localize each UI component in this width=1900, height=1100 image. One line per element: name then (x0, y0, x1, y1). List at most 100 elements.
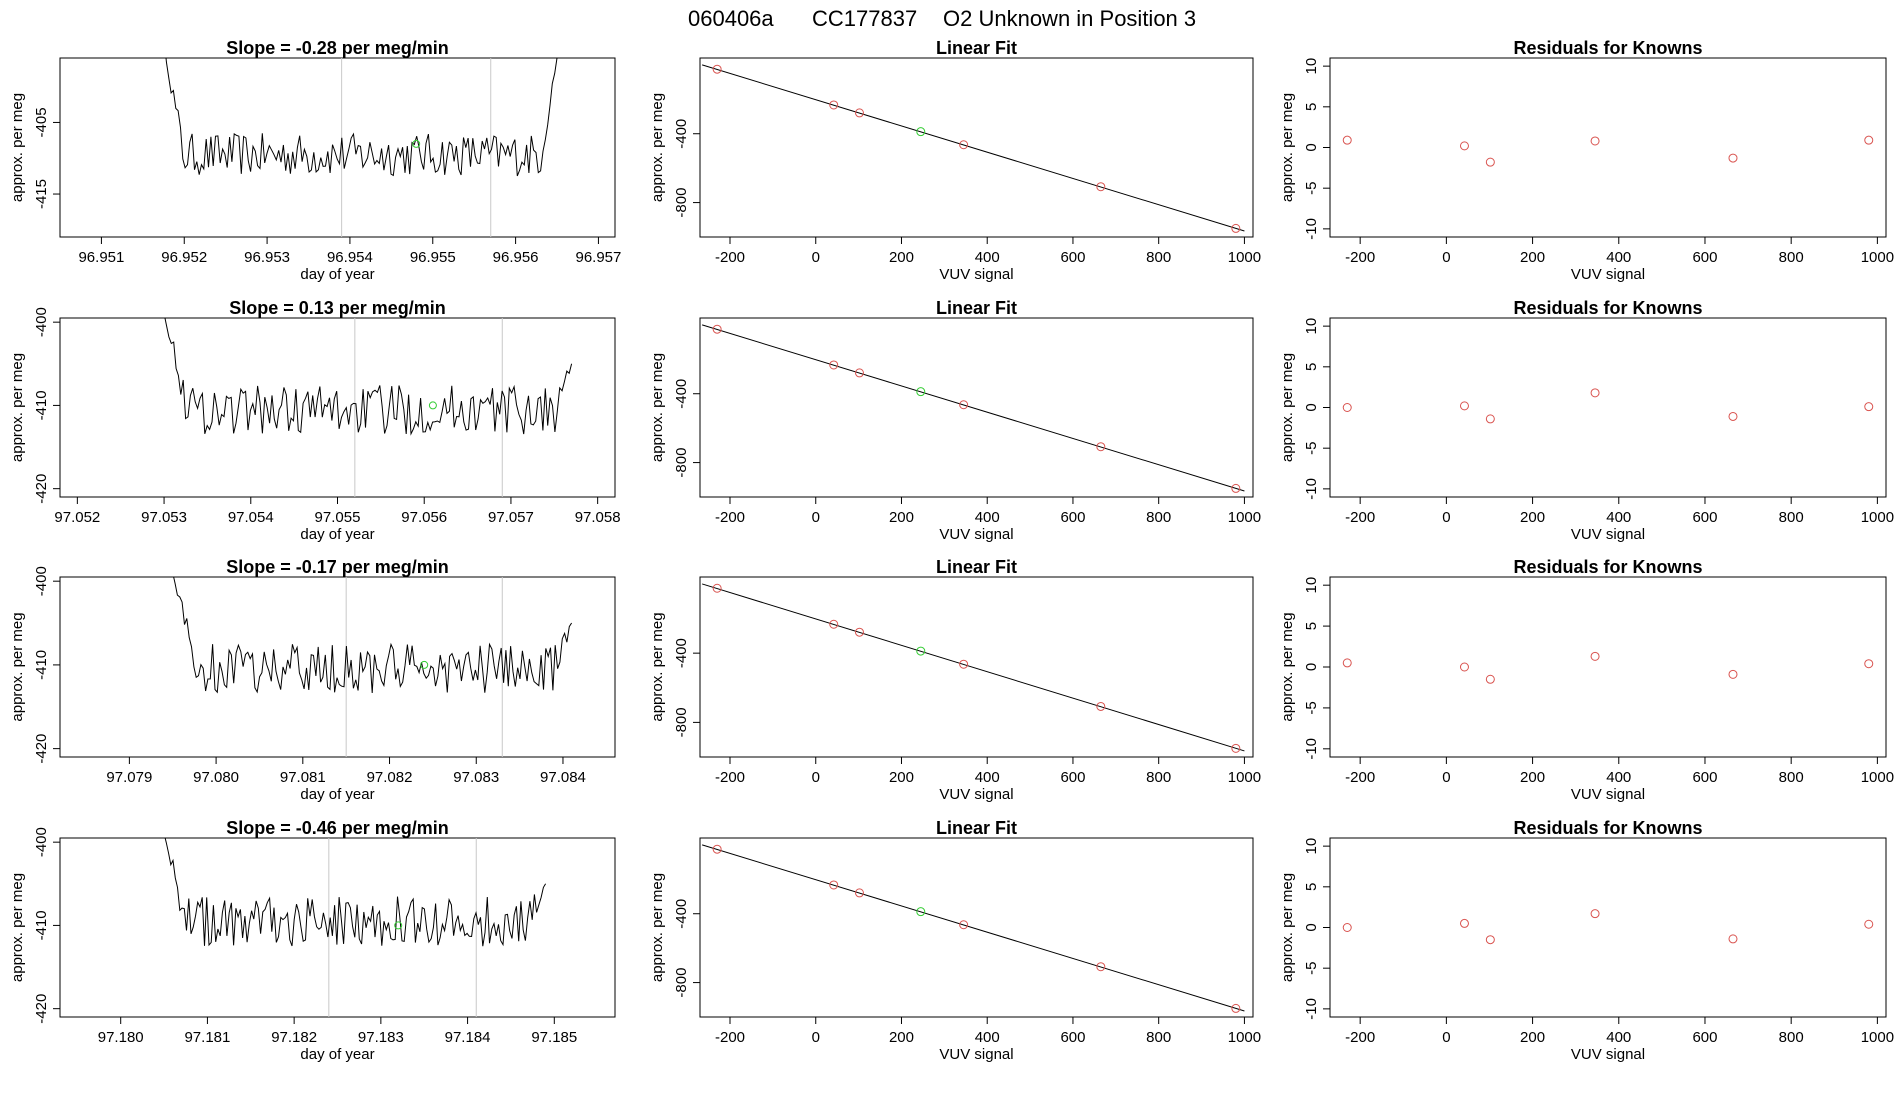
chart-panel-2: Slope = 0.13 per meg/min 97.052 97.053 97.0… (9, 298, 621, 543)
y-tick-label: 0 (1303, 663, 1320, 671)
x-tick-label: 800 (1779, 509, 1804, 526)
plot-frame (699, 576, 1254, 758)
x-tick-label: -200 (1345, 1029, 1375, 1046)
known-point (712, 844, 722, 854)
y-tick-label: -400 (33, 566, 50, 596)
x-tick-label: 97.054 (228, 509, 274, 526)
known-point (1485, 935, 1495, 945)
y-tick-label: 10 (1303, 577, 1320, 594)
x-tick-label: -200 (715, 509, 745, 526)
known-point (1231, 1003, 1241, 1013)
y-tick-label: -5 (1303, 962, 1320, 975)
y-axis-label: approx. per meg (649, 93, 666, 202)
known-point (1096, 962, 1106, 972)
x-tick-label: 97.183 (358, 1029, 404, 1046)
x-tick-label: 800 (1146, 769, 1171, 786)
plot-frame (59, 57, 616, 238)
x-axis-label: VUV signal (939, 266, 1013, 283)
x-tick-label: 400 (975, 1029, 1000, 1046)
x-tick-label: -200 (1345, 769, 1375, 786)
x-tick-label: 800 (1146, 509, 1171, 526)
x-tick-label: 97.083 (453, 769, 499, 786)
x-tick-label: 96.951 (78, 249, 124, 266)
x-tick-label: 200 (889, 1029, 914, 1046)
known-point (1342, 135, 1352, 145)
x-tick-label: 1000 (1228, 1029, 1261, 1046)
data-layer (1342, 909, 1874, 945)
chart-title: Slope = -0.17 per meg/min (226, 557, 449, 577)
x-tick-label: 800 (1779, 249, 1804, 266)
y-tick-label: 5 (1303, 363, 1320, 371)
y-tick-label: -10 (1303, 738, 1320, 760)
x-tick-label: 1000 (1228, 249, 1261, 266)
unknown-point (428, 401, 437, 410)
chart-panel-10: Residuals for Knowns-200 0 200 400 600 800 100… (1279, 298, 1894, 543)
x-tick-label: 97.057 (488, 509, 534, 526)
x-tick-label: 200 (889, 769, 914, 786)
unknown-point (916, 907, 926, 917)
chart-panel-9: Residuals for Knowns-200 0 200 400 600 800 100… (1279, 38, 1894, 283)
chart-panel-7: Linear Fit -200 0 200 400 600 800 1000 VUV signa… (649, 557, 1261, 803)
x-tick-label: 97.056 (401, 509, 447, 526)
x-tick-label: 800 (1146, 1029, 1171, 1046)
x-tick-label: 200 (1520, 509, 1545, 526)
y-tick-label: -10 (1303, 218, 1320, 240)
known-point (1459, 662, 1469, 672)
known-point (1590, 388, 1600, 398)
x-tick-label: 97.184 (445, 1029, 491, 1046)
data-layer (701, 324, 1245, 493)
y-axis-label: approx. per meg (9, 93, 26, 202)
y-tick-label: 0 (1303, 923, 1320, 931)
known-point (1459, 918, 1469, 928)
x-tick-label: 1000 (1861, 509, 1894, 526)
y-tick-label: -405 (33, 107, 50, 137)
y-tick-label: -415 (33, 179, 50, 209)
x-tick-label: 0 (1442, 249, 1450, 266)
x-axis-label: day of year (300, 266, 374, 283)
known-point (1728, 934, 1738, 944)
data-layer (165, 58, 558, 237)
data-trace (164, 838, 547, 947)
chart-panel-3: Slope = -0.17 per meg/min 97.079 97.080 97.… (9, 557, 616, 803)
known-point (1864, 659, 1874, 669)
x-tick-label: 1000 (1228, 769, 1261, 786)
known-point (854, 368, 864, 378)
x-tick-label: 1000 (1861, 769, 1894, 786)
x-axis-label: day of year (300, 1046, 374, 1063)
y-axis-label: approx. per meg (649, 612, 666, 721)
suptitle-date: 060406a (688, 6, 774, 31)
x-tick-label: 400 (1606, 769, 1631, 786)
chart-title: Residuals for Knowns (1513, 818, 1702, 838)
known-point (1485, 674, 1495, 684)
known-point (959, 659, 969, 669)
plot-frame (1329, 317, 1887, 498)
x-axis-label: VUV signal (939, 1046, 1013, 1063)
plot-frame (1329, 57, 1887, 238)
x-tick-label: 0 (1442, 769, 1450, 786)
x-axis-label: day of year (300, 526, 374, 543)
known-point (1342, 403, 1352, 412)
x-axis-label: day of year (300, 786, 374, 803)
chart-panel-12: Residuals for Knowns-200 0 200 400 600 800 100… (1279, 818, 1894, 1063)
data-trace (165, 58, 558, 177)
data-layer (1342, 135, 1874, 167)
data-layer (1342, 388, 1874, 424)
y-tick-label: 10 (1303, 838, 1320, 855)
chart-panel-11: Residuals for Knowns-200 0 200 400 600 800 100… (1279, 557, 1894, 803)
known-point (1728, 153, 1738, 163)
x-tick-label: -200 (715, 249, 745, 266)
known-point (712, 64, 722, 74)
x-tick-label: 800 (1779, 1029, 1804, 1046)
y-tick-label: 5 (1303, 103, 1320, 111)
unknown-point (916, 127, 926, 137)
known-point (1231, 223, 1241, 233)
y-axis-label: approx. per meg (1279, 93, 1296, 202)
x-tick-label: 600 (1060, 1029, 1085, 1046)
plot-frame (59, 837, 616, 1018)
known-point (1728, 669, 1738, 679)
known-point (1590, 136, 1600, 146)
x-tick-label: 400 (1606, 1029, 1631, 1046)
y-tick-label: -5 (1303, 701, 1320, 714)
y-axis-label: approx. per meg (9, 353, 26, 462)
y-tick-label: -410 (33, 390, 50, 420)
